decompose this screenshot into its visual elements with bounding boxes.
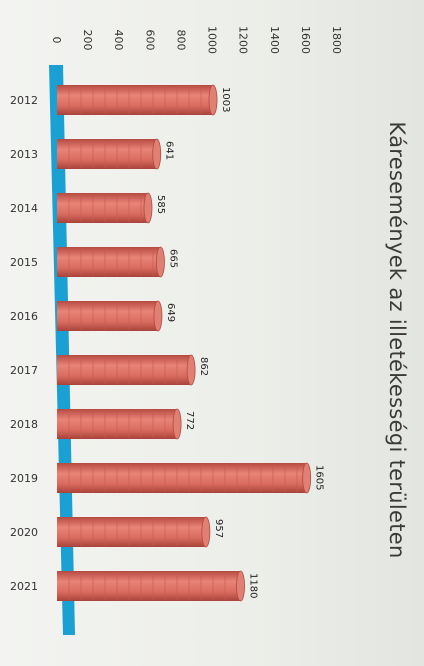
bar [57, 193, 148, 223]
y-tick-label: 600 [143, 30, 156, 51]
x-tick-label: 2014 [10, 202, 38, 215]
x-tick-label: 2016 [10, 310, 38, 323]
data-label: 772 [184, 411, 195, 430]
bar [57, 139, 157, 169]
data-label: 1003 [220, 87, 231, 112]
bar [57, 355, 192, 385]
x-tick-label: 2015 [10, 256, 38, 269]
x-tick-label: 2020 [10, 526, 38, 539]
data-label: 649 [165, 303, 176, 322]
x-tick-label: 2013 [10, 148, 38, 161]
y-tick-label: 1400 [268, 26, 281, 54]
bar-cap [208, 84, 218, 116]
bar [57, 301, 158, 331]
x-tick-label: 2017 [10, 364, 38, 377]
bar [57, 463, 307, 493]
bar-cap [201, 516, 211, 548]
bar-cap [153, 300, 163, 332]
bar [57, 571, 241, 601]
y-tick-label: 1000 [206, 26, 219, 54]
data-label: 585 [155, 195, 166, 214]
chart-title: Káresemények az illetékességi területen [385, 121, 409, 558]
x-tick-label: 2018 [10, 418, 38, 431]
bar-cap [236, 570, 245, 602]
y-tick-label: 1200 [237, 26, 250, 54]
bar-cap [156, 246, 165, 278]
y-tick-label: 0 [50, 37, 63, 44]
bar-cap [143, 192, 153, 224]
data-label: 665 [167, 249, 178, 268]
bar-cap [302, 462, 312, 494]
y-tick-label: 400 [112, 29, 125, 50]
bar-cap [186, 354, 196, 386]
bar [57, 85, 214, 115]
data-label: 641 [164, 141, 175, 160]
y-tick-label: 200 [81, 30, 94, 51]
y-tick-label: 1800 [330, 26, 343, 54]
x-tick-label: 2021 [10, 580, 38, 593]
x-tick-label: 2012 [10, 94, 38, 107]
bar-cap [152, 138, 162, 170]
data-label: 1605 [314, 465, 325, 490]
data-label: 862 [198, 357, 209, 376]
bar [57, 247, 161, 277]
y-tick-label: 1600 [299, 26, 312, 54]
bar [57, 517, 206, 547]
y-tick-label: 800 [174, 30, 187, 51]
x-tick-label: 2019 [10, 472, 38, 485]
data-label: 957 [213, 519, 224, 538]
data-label: 1180 [248, 573, 259, 598]
bar-cap [172, 408, 182, 440]
